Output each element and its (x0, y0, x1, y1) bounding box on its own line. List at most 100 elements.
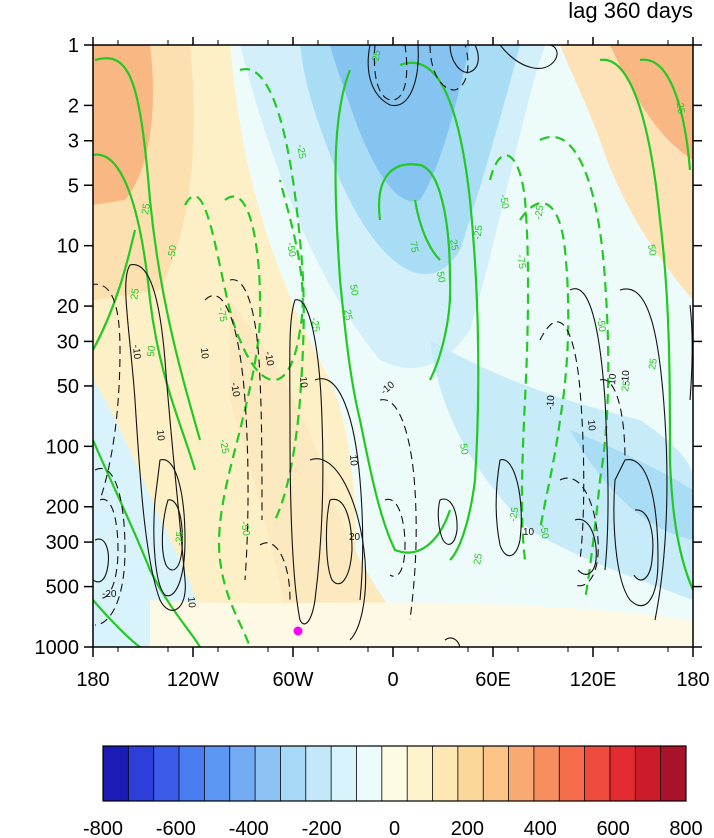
y-tick-label: 50 (57, 376, 79, 398)
black-contour (613, 459, 659, 607)
contour-label: -50 (238, 521, 251, 538)
colorbar-swatch (457, 746, 484, 801)
black-contour (633, 509, 654, 581)
contour-label: -20 (102, 589, 117, 600)
contour-label: -25 (533, 204, 546, 221)
colorbar-swatch (508, 746, 535, 801)
colorbar-tick-label: 600 (596, 818, 629, 838)
black-contour (574, 518, 597, 575)
plot-area: 25 25 50 -50 -25 -25 -50 -75 -25 -25 -50… (93, 45, 693, 647)
green-contour (413, 199, 441, 261)
contour-label: 10 (347, 454, 359, 466)
black-contour (309, 458, 367, 641)
black-contour (229, 279, 263, 521)
contour-label: -10 (545, 394, 557, 410)
contour-label: 25 (341, 309, 354, 322)
contour-label: -10 (228, 382, 241, 399)
y-tick-label: 500 (46, 577, 79, 599)
shade-warm-west-inner (93, 45, 153, 205)
contour-label: 10 (297, 376, 309, 388)
contour-label: -75 (514, 254, 527, 271)
black-contour (153, 459, 186, 597)
contour-label: -50 (497, 194, 510, 211)
contour-label: -10 (262, 351, 275, 368)
black-contour (499, 45, 558, 69)
colorbar-swatch (255, 746, 281, 801)
green-contour (93, 229, 137, 351)
black-contour (619, 288, 668, 621)
black-contour (204, 295, 249, 581)
contour-label: 25 (620, 379, 633, 392)
black-contour (259, 542, 291, 601)
green-contour (94, 57, 202, 441)
contour-label: -50 (594, 317, 607, 334)
contour-label: 10 (585, 419, 597, 431)
black-contour (495, 459, 522, 557)
x-tick-label: 180 (676, 669, 709, 691)
contour-label: 75 (407, 241, 420, 254)
black-contour (384, 498, 406, 577)
contour-label: -75 (215, 307, 228, 324)
contour-label: 10 (154, 429, 166, 441)
green-contour (488, 154, 530, 561)
green-contour (184, 179, 304, 381)
contour-label: 25 (140, 202, 153, 215)
y-tick-label: 200 (46, 497, 79, 519)
contour-label: -25 (217, 439, 230, 456)
black-contour (599, 379, 626, 461)
y-tick-label: 1000 (35, 637, 80, 659)
colorbar-tick-labels: -800 -600 -400 -200 0 200 400 600 800 (83, 818, 703, 838)
colorbar-swatch (660, 746, 687, 801)
contour-label: 25 (129, 287, 142, 300)
colorbar-tick-label: -600 (156, 818, 196, 838)
shade-pale-south (150, 600, 693, 647)
green-contour (217, 195, 262, 647)
colorbar-tick-label: -800 (83, 818, 123, 838)
colorbar-tick-label: -400 (229, 818, 269, 838)
y-tick-label: 5 (68, 175, 79, 197)
contour-label: 50 (645, 244, 658, 257)
colorbar-tick-label: 200 (451, 818, 484, 838)
black-contour (379, 399, 417, 621)
x-tick-label: 60E (475, 669, 511, 691)
colorbar-swatch (204, 746, 231, 801)
colorbar-swatch (432, 746, 459, 801)
y-tick-label: 300 (46, 532, 79, 554)
green-contour (599, 58, 693, 591)
black-contour (429, 45, 469, 91)
contour-label: -10 (620, 369, 632, 385)
green-contour (539, 135, 610, 601)
colorbar-tick-label: 800 (669, 818, 702, 838)
black-contours (93, 45, 693, 647)
black-contour (289, 299, 324, 625)
colorbar-swatch (128, 746, 154, 801)
green-contours (93, 57, 693, 647)
colorbar-frame (102, 745, 687, 802)
contour-label: -25 (294, 144, 307, 161)
green-contour (93, 599, 141, 647)
contour-label: 50 (347, 284, 360, 297)
colorbar-swatch (331, 746, 357, 801)
colorbar-tick-label: 0 (389, 818, 400, 838)
y-tick-label: 20 (57, 296, 79, 318)
contour-label: 25 (472, 552, 485, 565)
shade-warm-east-inner (610, 45, 693, 160)
colorbar-tick-label: 400 (524, 818, 557, 838)
x-tick-label: 0 (387, 669, 398, 691)
colorbar-swatch (381, 746, 408, 801)
black-contour (93, 538, 109, 583)
y-tick-label: 100 (46, 436, 79, 458)
contour-label: -50 (537, 524, 550, 541)
black-contour (559, 477, 599, 587)
y-axis: 1 2 3 5 10 20 30 50 100 200 300 500 1000 (35, 35, 702, 659)
green-contour (93, 439, 201, 647)
contour-label: 50 (457, 443, 470, 456)
black-contour (373, 45, 408, 101)
shade-cool-east-inner (570, 430, 693, 540)
x-tick-label: 120E (570, 669, 617, 691)
contour-label: 20 (349, 532, 361, 543)
green-contour (334, 69, 452, 554)
green-contour (639, 58, 692, 171)
colorbar-swatch (280, 746, 307, 801)
